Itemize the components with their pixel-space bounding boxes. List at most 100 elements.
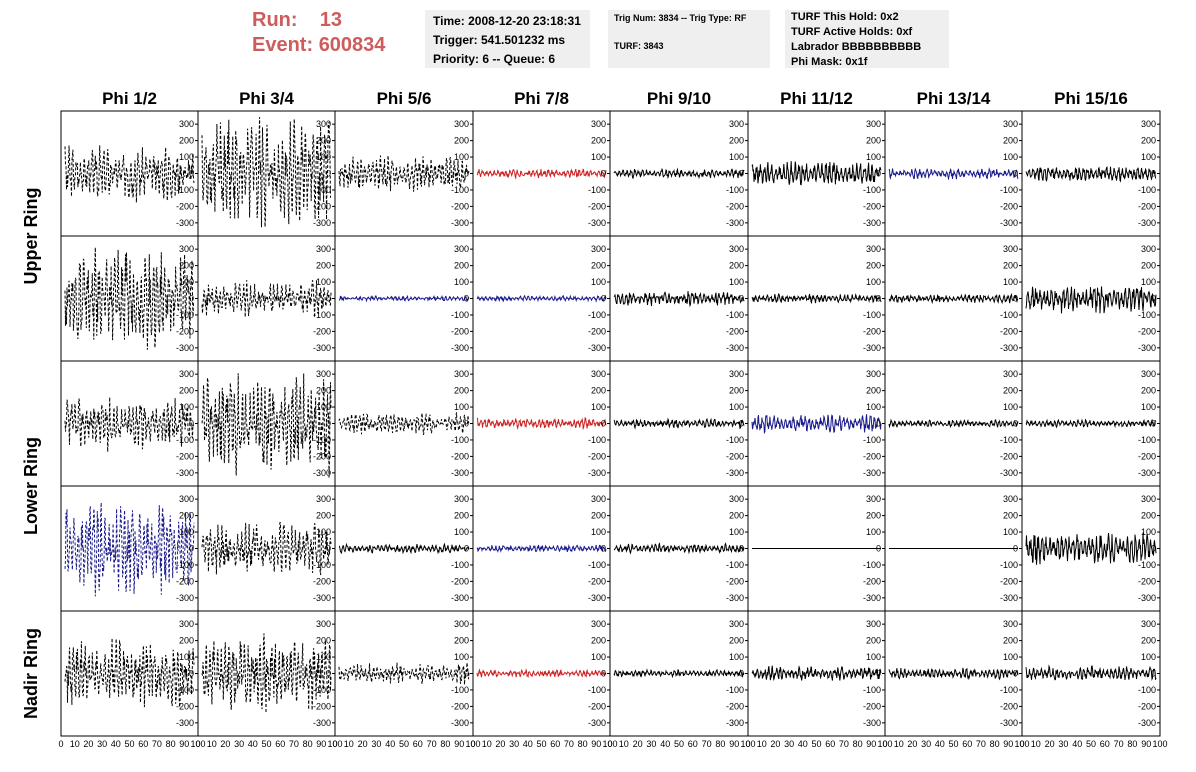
x-tick-label: 50 — [261, 739, 271, 749]
y-tick-label: 300 — [729, 494, 744, 504]
y-tick-label: -100 — [176, 435, 194, 445]
y-tick-label: 100 — [1003, 402, 1018, 412]
y-tick-label: -100 — [588, 310, 606, 320]
y-tick-label: 200 — [1003, 261, 1018, 271]
y-tick-label: -200 — [726, 701, 744, 711]
y-tick-label: 300 — [591, 619, 606, 629]
waveform-trace — [1025, 664, 1157, 681]
y-tick-label: 100 — [454, 527, 469, 537]
y-tick-label: -100 — [313, 685, 331, 695]
y-tick-label: 200 — [179, 511, 194, 521]
y-tick-label: -100 — [176, 185, 194, 195]
y-tick-label: 0 — [1013, 294, 1018, 304]
y-tick-label: 0 — [189, 544, 194, 554]
y-tick-label: -200 — [313, 451, 331, 461]
y-tick-label: 0 — [464, 669, 469, 679]
waveform-trace — [476, 416, 607, 431]
x-tick-label: 0 — [470, 739, 475, 749]
y-tick-label: 100 — [866, 527, 881, 537]
y-tick-label: 0 — [464, 419, 469, 429]
waveform-trace — [64, 397, 195, 452]
y-tick-label: 0 — [876, 544, 881, 554]
y-tick-label: 300 — [1141, 244, 1156, 254]
column-header: Phi 11/12 — [780, 89, 853, 108]
y-tick-label: 200 — [729, 636, 744, 646]
y-tick-label: -100 — [1138, 435, 1156, 445]
x-tick-label: 60 — [550, 739, 560, 749]
trigger-info-box: Trig Num: 3834 -- Trig Type: RF TURF: 38… — [608, 10, 770, 68]
x-tick-label: 100 — [327, 739, 342, 749]
y-tick-label: -300 — [863, 343, 881, 353]
y-tick-label: -200 — [863, 201, 881, 211]
y-tick-label: 300 — [179, 244, 194, 254]
x-tick-label: 100 — [877, 739, 892, 749]
x-tick-label: 50 — [674, 739, 684, 749]
y-tick-label: 0 — [739, 294, 744, 304]
y-tick-label: -300 — [1138, 718, 1156, 728]
y-tick-label: -100 — [588, 185, 606, 195]
y-tick-label: -200 — [863, 326, 881, 336]
x-tick-label: 50 — [536, 739, 546, 749]
y-tick-label: 300 — [316, 369, 331, 379]
x-tick-label: 100 — [1014, 739, 1029, 749]
y-tick-label: 0 — [1013, 544, 1018, 554]
y-tick-label: -300 — [588, 718, 606, 728]
y-tick-label: 100 — [316, 152, 331, 162]
y-tick-label: 300 — [866, 244, 881, 254]
y-tick-label: -200 — [588, 576, 606, 586]
turf-active-text: TURF Active Holds: 0xf — [791, 26, 913, 38]
y-tick-label: -100 — [1138, 310, 1156, 320]
x-tick-label: 80 — [1127, 739, 1137, 749]
x-tick-label: 100 — [465, 739, 480, 749]
row-label: Nadir Ring — [21, 628, 41, 719]
y-tick-label: 100 — [1141, 152, 1156, 162]
y-tick-label: 100 — [454, 152, 469, 162]
phi-mask-text: Phi Mask: 0x1f — [791, 56, 868, 68]
x-tick-label: 90 — [179, 739, 189, 749]
y-tick-label: 100 — [866, 277, 881, 287]
x-tick-label: 90 — [454, 739, 464, 749]
waveform-trace — [64, 638, 195, 708]
y-tick-label: -200 — [176, 326, 194, 336]
y-tick-label: 0 — [189, 169, 194, 179]
y-tick-label: 200 — [591, 136, 606, 146]
y-tick-label: 200 — [1003, 636, 1018, 646]
y-tick-label: -200 — [726, 451, 744, 461]
x-tick-label: 80 — [715, 739, 725, 749]
y-tick-label: -100 — [726, 435, 744, 445]
y-tick-label: 100 — [179, 527, 194, 537]
y-tick-label: -300 — [726, 218, 744, 228]
x-tick-label: 100 — [602, 739, 617, 749]
waveform-trace — [64, 502, 195, 597]
y-tick-label: -300 — [1138, 218, 1156, 228]
y-tick-label: 200 — [1141, 386, 1156, 396]
y-tick-label: -100 — [1000, 310, 1018, 320]
x-tick-label: 10 — [619, 739, 629, 749]
x-tick-label: 10 — [482, 739, 492, 749]
y-tick-label: -100 — [1000, 685, 1018, 695]
event-value: 600834 — [318, 34, 386, 56]
y-tick-label: -200 — [176, 451, 194, 461]
x-tick-label: 60 — [1100, 739, 1110, 749]
y-tick-label: 0 — [601, 544, 606, 554]
y-tick-label: 300 — [179, 119, 194, 129]
y-tick-label: -200 — [1000, 701, 1018, 711]
y-tick-label: 100 — [729, 277, 744, 287]
y-tick-label: -200 — [863, 576, 881, 586]
x-tick-label: 20 — [358, 739, 368, 749]
column-header: Phi 15/16 — [1054, 89, 1128, 108]
x-tick-label: 30 — [784, 739, 794, 749]
y-tick-label: -100 — [1000, 185, 1018, 195]
run-value: 13 — [319, 9, 343, 31]
y-tick-label: -100 — [451, 685, 469, 695]
y-tick-label: -300 — [313, 468, 331, 478]
waveform-trace — [613, 417, 745, 430]
y-tick-label: 200 — [729, 511, 744, 521]
y-tick-label: -200 — [176, 201, 194, 211]
x-tick-label: 100 — [740, 739, 755, 749]
y-tick-label: -200 — [313, 326, 331, 336]
y-tick-label: -100 — [588, 560, 606, 570]
x-tick-label: 60 — [962, 739, 972, 749]
y-tick-label: 100 — [729, 152, 744, 162]
y-tick-label: 0 — [601, 419, 606, 429]
